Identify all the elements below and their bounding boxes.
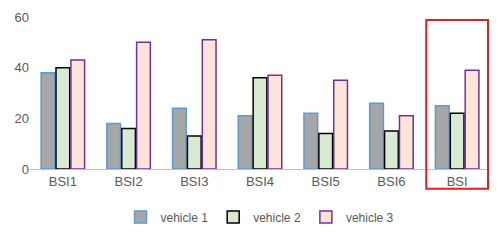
svg-text:BSI6: BSI6 (377, 174, 405, 189)
svg-text:BSI: BSI (447, 174, 468, 189)
svg-text:vehicle 2: vehicle 2 (253, 211, 301, 225)
svg-text:BSI5: BSI5 (312, 174, 340, 189)
svg-text:vehicle 1: vehicle 1 (161, 211, 209, 225)
svg-text:20: 20 (15, 111, 29, 126)
svg-text:BSI1: BSI1 (49, 174, 77, 189)
svg-text:BSI2: BSI2 (114, 174, 142, 189)
svg-text:BSI3: BSI3 (180, 174, 208, 189)
svg-text:40: 40 (15, 60, 29, 75)
svg-text:vehicle 3: vehicle 3 (346, 211, 394, 225)
svg-text:60: 60 (15, 10, 29, 25)
svg-text:BSI4: BSI4 (246, 174, 274, 189)
svg-text:0: 0 (22, 162, 29, 177)
